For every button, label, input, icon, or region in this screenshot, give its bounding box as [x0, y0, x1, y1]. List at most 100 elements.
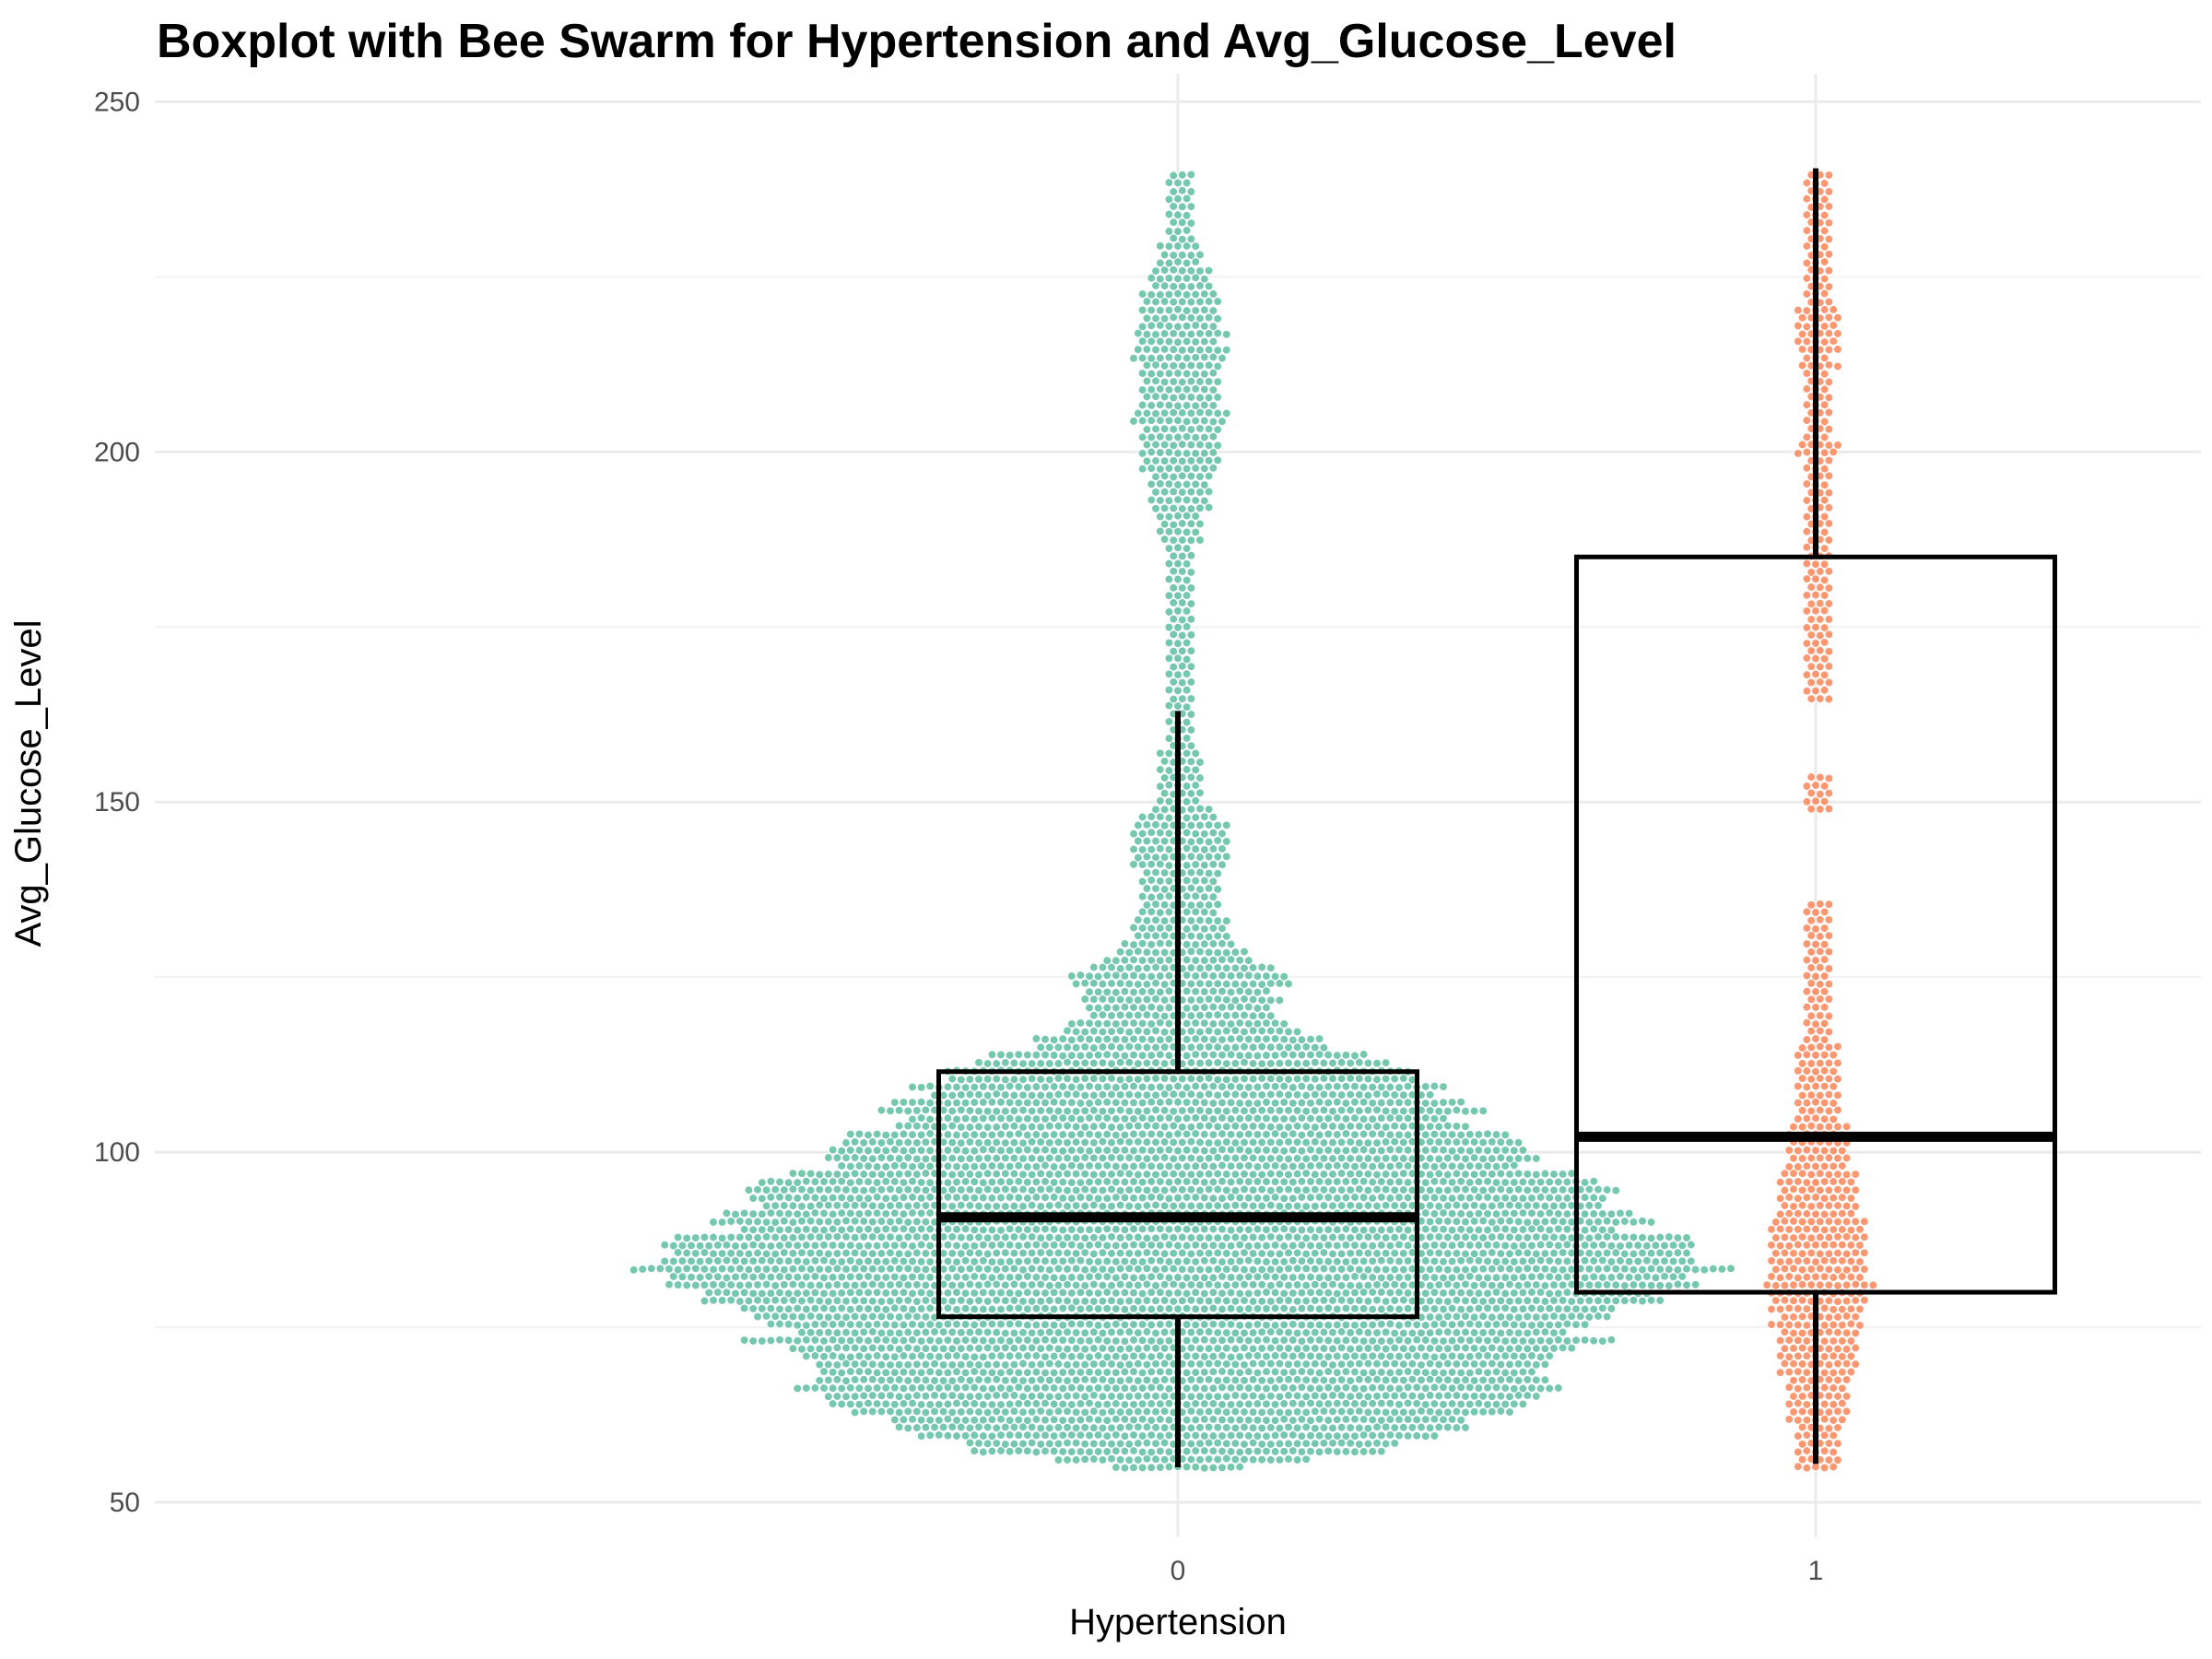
swarm-point: [1071, 1455, 1081, 1465]
swarm-point: [1284, 979, 1293, 989]
swarm-point: [1031, 1399, 1041, 1408]
swarm-point: [1076, 1351, 1086, 1361]
swarm-point: [1301, 1185, 1312, 1195]
swarm-point: [832, 1249, 842, 1258]
swarm-point: [1208, 1415, 1218, 1424]
swarm-point: [1483, 1335, 1492, 1346]
swarm-point: [1332, 1177, 1342, 1186]
swarm-point: [1115, 1233, 1125, 1242]
swarm-point: [1191, 860, 1201, 869]
swarm-point: [921, 1137, 931, 1147]
swarm-point: [1102, 1399, 1112, 1409]
swarm-point: [925, 1382, 935, 1393]
swarm-point: [987, 1400, 997, 1409]
swarm-point: [982, 1074, 993, 1084]
swarm-point: [806, 1295, 816, 1305]
swarm-point: [965, 1184, 975, 1194]
swarm-point: [1213, 1027, 1223, 1037]
swarm-point: [1218, 1003, 1227, 1012]
swarm-point: [916, 1130, 926, 1140]
swarm-point: [1031, 1320, 1041, 1330]
swarm-point: [1262, 1351, 1271, 1361]
swarm-point: [1474, 1225, 1484, 1235]
swarm-point: [1221, 1439, 1231, 1449]
swarm-point: [1115, 1185, 1125, 1195]
swarm-point: [761, 1312, 771, 1321]
swarm-point: [1483, 1176, 1492, 1186]
swarm-point: [1115, 1327, 1125, 1337]
swarm-point: [1107, 979, 1116, 988]
swarm-point: [1080, 1090, 1090, 1100]
swarm-point: [1553, 1256, 1563, 1266]
swarm-point: [1115, 1123, 1125, 1132]
swarm-point: [1155, 812, 1165, 822]
swarm-point: [1545, 1193, 1555, 1203]
swarm-point: [1235, 1145, 1245, 1155]
swarm-point: [1182, 638, 1192, 648]
swarm-point: [867, 1185, 877, 1194]
swarm-point: [1115, 1279, 1125, 1289]
swarm-point: [1027, 1090, 1037, 1100]
swarm-point: [1243, 1430, 1253, 1441]
swarm-point: [1071, 1359, 1081, 1370]
swarm-point: [1456, 1146, 1466, 1155]
swarm-point: [823, 1185, 833, 1194]
swarm-point: [1376, 1241, 1386, 1250]
swarm-point: [1270, 1399, 1280, 1409]
swarm-point: [1350, 1367, 1359, 1377]
swarm-point: [921, 1232, 931, 1242]
swarm-point: [1487, 1312, 1497, 1323]
swarm-point: [1319, 1058, 1329, 1068]
swarm-point: [1173, 1146, 1182, 1156]
swarm-point: [1513, 1137, 1524, 1147]
swarm-point: [1177, 471, 1187, 481]
swarm-point: [1041, 1177, 1050, 1186]
swarm-point: [1500, 1319, 1511, 1329]
swarm-point: [1208, 1224, 1218, 1234]
swarm-point: [1430, 1145, 1440, 1155]
swarm-point: [1226, 1002, 1236, 1012]
swarm-point: [978, 1415, 988, 1425]
swarm-point: [1439, 1208, 1448, 1218]
swarm-point: [921, 1296, 931, 1305]
swarm-point: [1107, 1123, 1116, 1132]
swarm-point: [1159, 963, 1170, 973]
swarm-point: [867, 1279, 877, 1289]
swarm-point: [877, 1312, 887, 1322]
swarm-point: [1093, 1257, 1103, 1266]
swarm-point: [1385, 1415, 1395, 1424]
swarm-point: [1394, 1367, 1404, 1377]
swarm-point: [1292, 1406, 1302, 1417]
swarm-point: [1000, 1138, 1010, 1147]
swarm-point: [1439, 1336, 1448, 1346]
swarm-point: [1120, 955, 1130, 965]
swarm-point: [1324, 1225, 1334, 1235]
swarm-point: [1151, 1281, 1160, 1290]
swarm-point: [682, 1233, 692, 1243]
swarm-point: [1500, 1146, 1511, 1155]
swarm-point: [761, 1265, 771, 1274]
swarm-point: [1221, 1075, 1231, 1085]
swarm-point: [1328, 1344, 1337, 1354]
swarm-point: [1292, 1280, 1302, 1289]
swarm-point: [1022, 1113, 1032, 1124]
swarm-point: [1129, 1399, 1138, 1409]
swarm-point: [1491, 1288, 1501, 1297]
swarm-point: [1071, 1423, 1081, 1433]
swarm-point: [1452, 1295, 1462, 1305]
swarm-point: [974, 1185, 983, 1195]
swarm-point: [1085, 1352, 1094, 1362]
swarm-point: [1420, 1272, 1430, 1282]
swarm-point: [1018, 1090, 1028, 1100]
swarm-point: [1359, 1225, 1369, 1235]
swarm-point: [1638, 1248, 1647, 1258]
swarm-point: [1186, 1170, 1196, 1180]
swarm-point: [1107, 1041, 1116, 1052]
swarm-point: [1173, 1114, 1182, 1124]
swarm-point: [952, 1336, 961, 1346]
swarm-point: [845, 1161, 855, 1171]
swarm-point: [1049, 1146, 1059, 1156]
swarm-point: [960, 1224, 971, 1234]
swarm-point: [1341, 1320, 1351, 1330]
swarm-point: [899, 1415, 909, 1425]
